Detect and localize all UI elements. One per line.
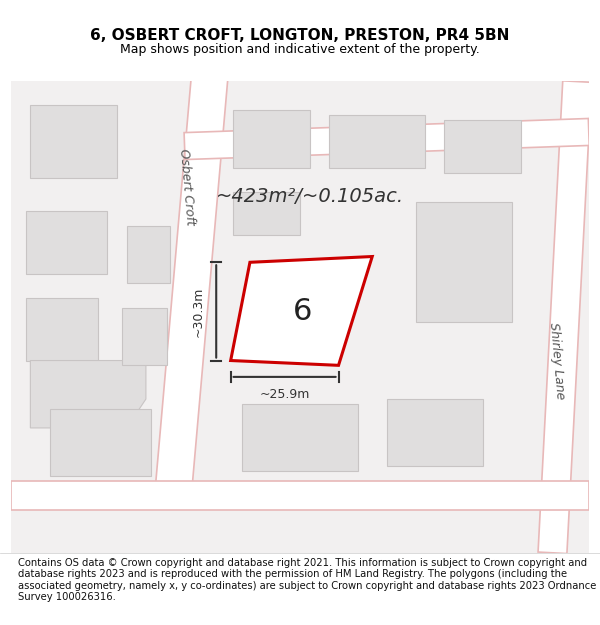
Polygon shape bbox=[416, 202, 512, 322]
Text: Contains OS data © Crown copyright and database right 2021. This information is : Contains OS data © Crown copyright and d… bbox=[18, 558, 596, 602]
Polygon shape bbox=[26, 298, 98, 361]
Polygon shape bbox=[242, 404, 358, 471]
Polygon shape bbox=[538, 81, 592, 554]
Text: ~423m²/~0.105ac.: ~423m²/~0.105ac. bbox=[215, 188, 404, 206]
Polygon shape bbox=[11, 481, 589, 510]
Polygon shape bbox=[155, 22, 232, 486]
Polygon shape bbox=[230, 256, 372, 366]
Text: 6, OSBERT CROFT, LONGTON, PRESTON, PR4 5BN: 6, OSBERT CROFT, LONGTON, PRESTON, PR4 5… bbox=[91, 28, 509, 43]
Text: Map shows position and indicative extent of the property.: Map shows position and indicative extent… bbox=[120, 42, 480, 56]
Text: Osbert Croft: Osbert Croft bbox=[176, 148, 196, 226]
Text: ~30.3m: ~30.3m bbox=[191, 286, 205, 337]
Text: ~25.9m: ~25.9m bbox=[259, 389, 310, 401]
Polygon shape bbox=[386, 399, 483, 466]
Polygon shape bbox=[26, 211, 107, 274]
Polygon shape bbox=[31, 106, 117, 177]
Polygon shape bbox=[233, 192, 300, 236]
Text: 6: 6 bbox=[293, 297, 313, 326]
Polygon shape bbox=[329, 115, 425, 168]
Polygon shape bbox=[233, 110, 310, 168]
Text: Shirley Lane: Shirley Lane bbox=[547, 321, 567, 399]
Polygon shape bbox=[31, 361, 146, 428]
Polygon shape bbox=[50, 409, 151, 476]
Polygon shape bbox=[122, 308, 167, 366]
Polygon shape bbox=[127, 226, 170, 284]
Polygon shape bbox=[445, 120, 521, 172]
Polygon shape bbox=[184, 119, 589, 159]
